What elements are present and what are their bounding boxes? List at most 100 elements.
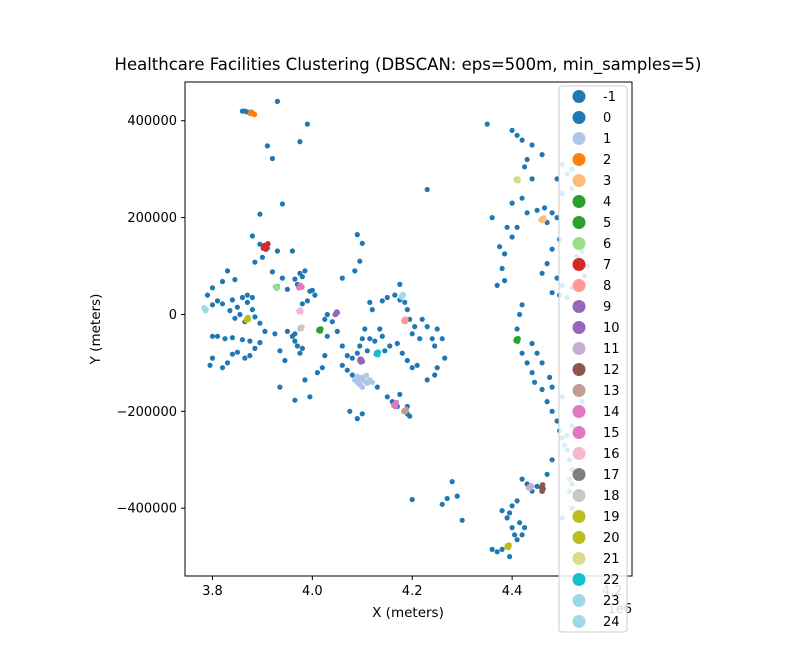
noise-point (444, 495, 450, 502)
noise-point (524, 210, 530, 216)
legend-marker-17 (572, 468, 586, 481)
legend-label-21: 21 (603, 552, 620, 567)
noise-point (402, 299, 408, 305)
legend-label-8: 8 (603, 279, 611, 294)
noise-point (547, 374, 553, 380)
noise-point (374, 384, 380, 390)
noise-point (529, 142, 535, 148)
x-axis-label: X (meters) (372, 605, 444, 621)
noise-point (519, 195, 525, 201)
noise-point (377, 326, 383, 332)
noise-point (209, 333, 216, 339)
noise-point (204, 292, 211, 298)
legend-marker-20 (572, 531, 586, 544)
y-tick-label: 400000 (127, 114, 177, 129)
cluster-1-point (359, 384, 366, 390)
noise-point (387, 343, 393, 349)
x-tick-label: 4.2 (402, 584, 423, 599)
noise-point (292, 331, 298, 337)
noise-point (347, 408, 353, 414)
noise-point (509, 200, 515, 206)
axes-frame (184, 81, 633, 577)
noise-point (354, 416, 360, 422)
noise-point (264, 143, 270, 149)
cluster-14-point (393, 400, 399, 407)
cluster-7-point (261, 242, 268, 249)
noise-point (352, 268, 358, 274)
legend-label-22: 22 (603, 573, 620, 588)
noise-point (539, 386, 545, 393)
cluster-6-point (274, 285, 280, 292)
noise-point (414, 362, 420, 368)
legend-marker-19 (572, 510, 586, 523)
noise-point (429, 336, 435, 342)
noise-point (509, 127, 515, 133)
legend-label-16: 16 (603, 447, 620, 462)
noise-point (277, 348, 283, 354)
noise-point (274, 98, 280, 104)
noise-point (509, 503, 515, 509)
noise-point (514, 326, 520, 332)
noise-point (297, 139, 303, 145)
noise-point (519, 137, 525, 143)
noise-point (424, 186, 430, 193)
noise-point (524, 360, 530, 366)
cluster-18-point (297, 324, 304, 331)
noise-point (314, 370, 320, 376)
noise-point (334, 328, 340, 334)
noise-point (554, 215, 560, 221)
noise-point (297, 350, 303, 356)
noise-point (207, 362, 213, 368)
x-tick-label: 3.8 (202, 584, 223, 599)
cluster-15-point (299, 284, 305, 290)
legend-label-3: 3 (603, 174, 611, 189)
noise-point (252, 345, 258, 351)
noise-point (259, 254, 265, 260)
noise-point (322, 316, 328, 322)
noise-point (379, 333, 385, 339)
legend-marker-23 (572, 594, 586, 607)
noise-point (434, 365, 440, 371)
noise-point (502, 251, 508, 257)
noise-point (239, 294, 245, 301)
noise-point (307, 394, 313, 400)
noise-point (354, 350, 360, 356)
legend-label-13: 13 (603, 384, 620, 399)
noise-point (249, 233, 255, 239)
noise-point (312, 292, 318, 298)
noise-point (494, 549, 500, 555)
legend-label-24: 24 (603, 615, 620, 630)
noise-point (529, 176, 535, 182)
noise-point (382, 348, 388, 354)
legend-marker-16 (572, 447, 586, 460)
noise-point (252, 259, 258, 265)
legend-marker-10 (572, 321, 586, 334)
noise-point (244, 292, 250, 298)
noise-point (257, 241, 263, 247)
noise-point (404, 307, 410, 313)
noise-point (237, 311, 243, 318)
noise-point (289, 248, 295, 254)
legend-label--1: -1 (603, 90, 616, 105)
noise-point (304, 298, 310, 304)
noise-point (272, 331, 278, 337)
noise-point (279, 275, 285, 281)
noise-point (219, 301, 226, 307)
legend-label-23: 23 (603, 594, 620, 609)
noise-point (257, 340, 263, 346)
legend-label-5: 5 (603, 216, 611, 231)
noise-point (497, 244, 503, 250)
noise-point (412, 324, 418, 330)
cluster-16-point (296, 309, 303, 315)
noise-point (224, 360, 231, 366)
cluster-5-point (316, 326, 323, 333)
legend-marker-9 (572, 300, 586, 313)
cluster-1-point (357, 377, 363, 384)
noise-point (269, 155, 275, 162)
legend-label-15: 15 (603, 426, 620, 441)
noise-point (232, 315, 238, 321)
noise-point (227, 308, 233, 314)
noise-point (369, 307, 375, 313)
legend-marker-3 (572, 174, 586, 187)
